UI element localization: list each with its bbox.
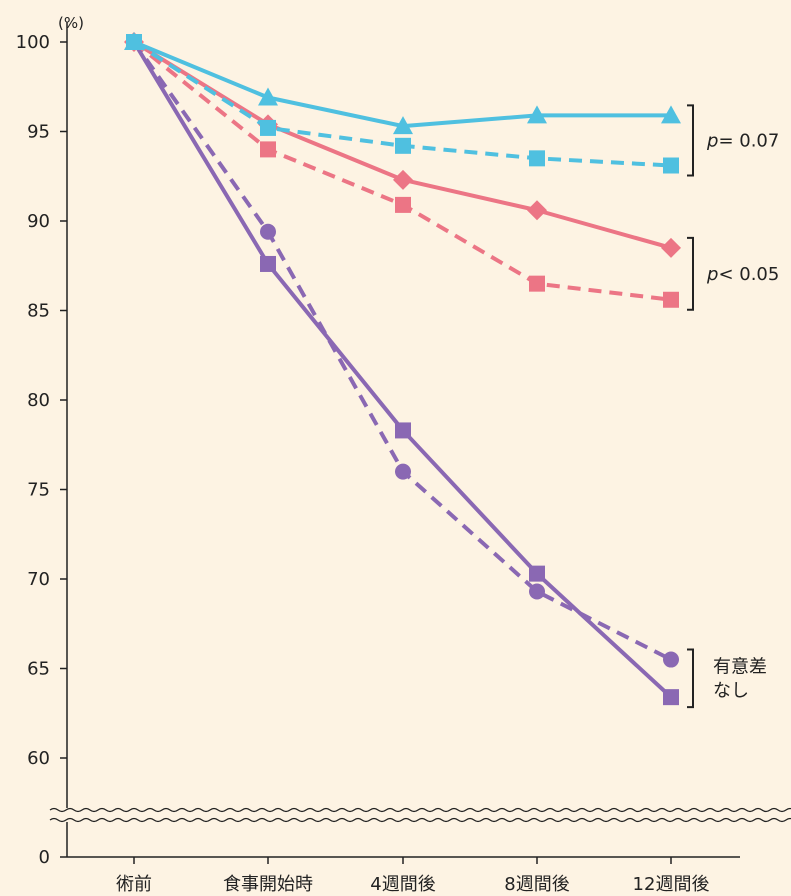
data-point [527,105,547,124]
annotation-label: p< 0.05 [706,264,779,285]
data-point [529,565,545,582]
data-point [527,200,547,221]
data-point [661,105,681,124]
y-unit-label: (%) [58,14,84,32]
series-line [132,40,672,662]
axis-break-wave-2 [49,817,791,823]
data-point [260,141,276,158]
data-point [124,32,144,50]
y-tick-label: 65 [27,659,50,680]
data-point [393,169,413,190]
x-tick-label: 8週間後 [504,874,569,895]
series-1 [124,32,681,135]
y-tick-label: 75 [27,480,50,501]
annotation-bracket [687,236,694,311]
data-point [663,157,679,174]
annotation-label: 有意差 [713,656,767,677]
data-point [260,223,276,240]
series-2 [126,34,679,174]
x-tick-label: 12週間後 [633,874,710,895]
data-point [260,255,276,272]
y-tick-label: 90 [27,211,50,232]
annotation-bracket [687,104,694,177]
series-group [124,32,681,706]
axis-break-wave-1 [49,807,791,813]
y-tick-label: 0 [39,847,50,868]
x-tick-label: 術前 [116,874,152,895]
series-line [133,40,671,129]
data-point [260,119,276,136]
series-5 [126,34,679,706]
y-tick-label: 80 [27,390,50,411]
annotation-2: p< 0.05 [687,236,779,311]
y-tick-label: 70 [27,569,50,590]
annotation-1: p= 0.07 [687,104,779,177]
x-tick-label: 4週間後 [370,874,435,895]
y-tick-label: 60 [27,748,50,769]
axis-break [49,807,791,823]
data-point [663,651,679,668]
data-point [661,237,681,258]
y-ticks: 100 95 90 85 80 75 70 65 60 0 [16,32,67,868]
data-point [395,463,411,480]
data-point [529,583,545,600]
axes [49,22,791,858]
annotation-label: なし [713,680,749,701]
annotation-label: p= 0.07 [706,130,779,151]
y-tick-label: 100 [16,32,50,53]
x-categories: 術前 食事開始時 4週間後 8週間後 12週間後 [116,857,709,895]
data-point [529,275,545,292]
data-point [529,150,545,167]
y-tick-label: 85 [27,301,50,322]
data-point [663,291,679,308]
data-point [395,196,411,213]
data-point [395,422,411,439]
data-point [258,87,278,106]
annotation-bracket [687,648,694,709]
x-tick-label: 食事開始時 [223,874,313,895]
data-point [393,116,413,135]
y-tick-label: 95 [27,122,50,143]
data-point [395,137,411,154]
data-point [663,689,679,706]
